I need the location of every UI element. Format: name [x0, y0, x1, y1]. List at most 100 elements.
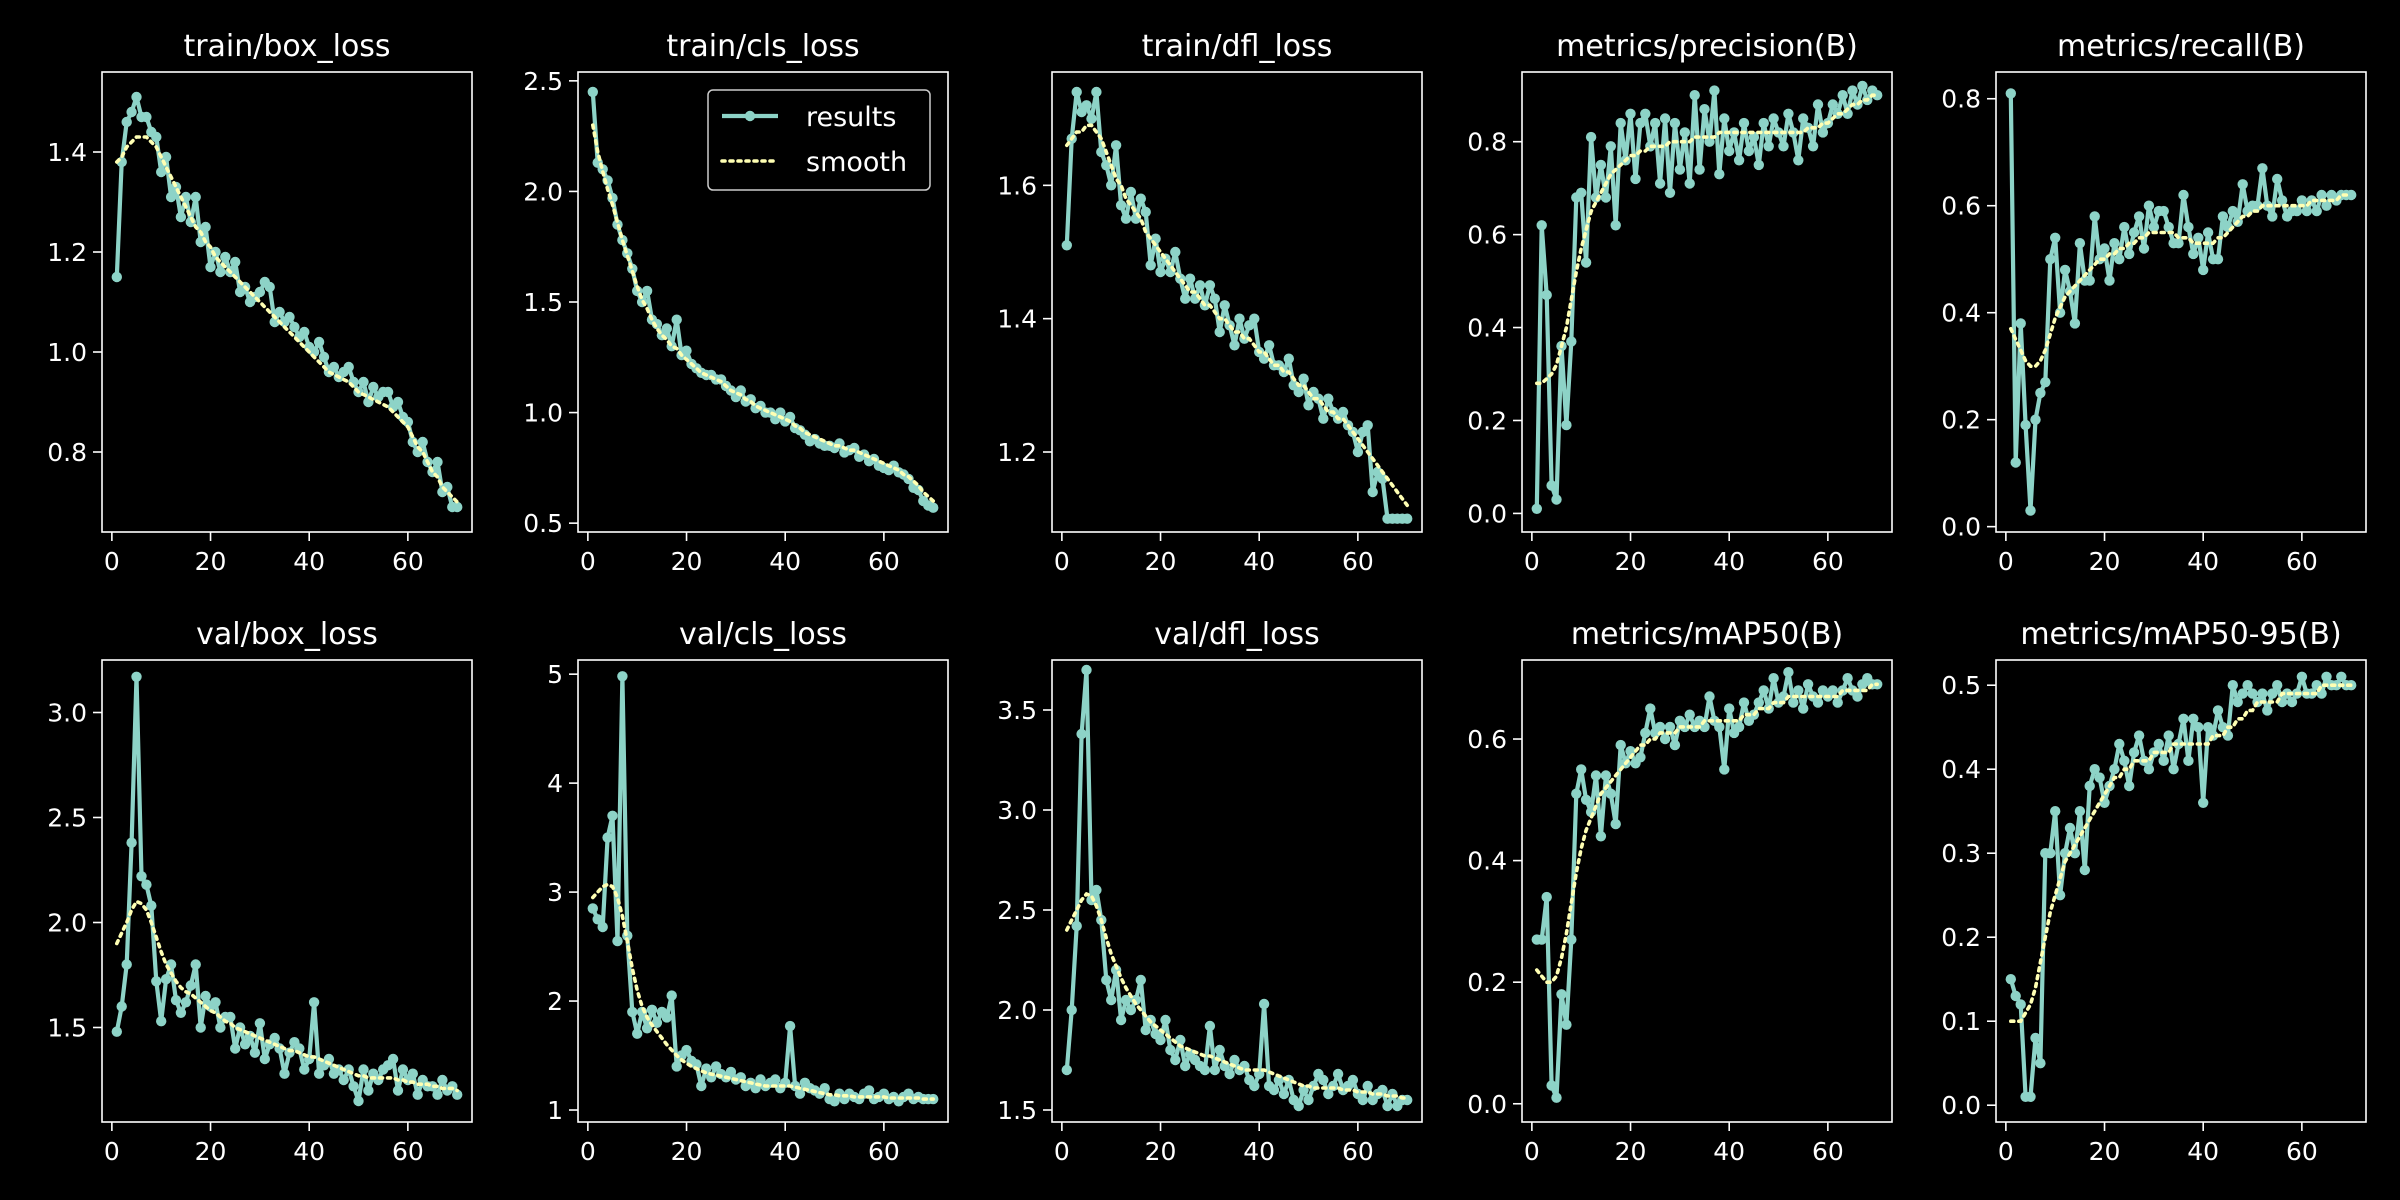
results-point	[156, 1016, 167, 1027]
y-tick-label: 1.0	[47, 338, 87, 367]
x-tick-label: 40	[2187, 1137, 2219, 1166]
results-point	[2143, 200, 2155, 211]
results-point	[1674, 164, 1686, 175]
results-point	[1283, 353, 1295, 364]
results-point	[2316, 189, 2327, 201]
results-point	[230, 1043, 241, 1054]
results-point	[1180, 293, 1191, 304]
results-point	[1263, 340, 1275, 351]
x-tick-label: 40	[1243, 1137, 1275, 1166]
results-point	[2267, 688, 2278, 699]
results-point	[2237, 179, 2248, 190]
panel-title: val/cls_loss	[679, 617, 847, 652]
results-point	[2104, 275, 2115, 286]
smooth-line	[1535, 682, 1879, 985]
results-point	[1278, 1088, 1290, 1100]
results-point	[1812, 99, 1824, 110]
results-point	[1684, 709, 1695, 720]
results-point	[131, 671, 142, 682]
x-tick-label: 20	[195, 1137, 227, 1166]
results-point	[1798, 703, 1809, 714]
results-point	[2084, 780, 2095, 792]
results-point	[259, 1053, 270, 1065]
results-point	[1669, 117, 1681, 129]
results-point	[1645, 703, 1656, 714]
y-tick-label: 2	[547, 987, 563, 1016]
results-point	[1600, 192, 1612, 203]
x-tick-label: 40	[769, 1137, 801, 1166]
results-point	[1125, 186, 1137, 198]
y-tick-label: 1.5	[523, 288, 563, 317]
results-point	[1783, 667, 1794, 678]
results-point	[1561, 1019, 1572, 1030]
axes-frame	[1995, 71, 2367, 533]
x-tick-label: 20	[195, 547, 227, 576]
results-point	[681, 1044, 692, 1056]
smooth-line	[1535, 93, 1879, 386]
x-tick-label: 60	[1812, 1137, 1844, 1166]
results-point	[2124, 780, 2135, 792]
results-point	[1699, 104, 1710, 115]
results-point	[1115, 200, 1127, 211]
axes-frame	[1521, 659, 1893, 1123]
results-point	[1347, 1074, 1359, 1086]
results-point	[2183, 755, 2194, 766]
y-tick-label: 2.0	[523, 177, 563, 206]
results-point	[432, 1089, 443, 1100]
results-point	[671, 314, 682, 325]
results-point	[1120, 213, 1132, 224]
results-point	[1199, 1064, 1211, 1076]
results-point	[328, 361, 340, 373]
results-point	[1654, 178, 1666, 189]
results-point	[2163, 730, 2174, 741]
results-point	[710, 1061, 722, 1072]
results-point	[1303, 400, 1314, 411]
results-point	[2099, 243, 2110, 254]
results-point	[666, 990, 677, 1001]
results-point	[1561, 419, 1572, 431]
plot-area	[2005, 88, 2357, 516]
results-point	[1802, 679, 1814, 690]
y-tick-label: 0.6	[1941, 192, 1981, 221]
results-point	[1842, 673, 1853, 684]
results-point	[2025, 505, 2036, 516]
results-point	[597, 921, 608, 933]
results-point	[1679, 127, 1691, 138]
results-line	[114, 674, 460, 1104]
y-tick-label: 0.0	[1941, 513, 1981, 542]
results-point	[353, 1095, 364, 1107]
results-point	[1817, 127, 1829, 138]
x-tick-label: 60	[1342, 547, 1374, 576]
results-point	[437, 1074, 448, 1086]
results-point	[392, 396, 404, 408]
results-point	[1170, 246, 1181, 258]
results-point	[1229, 340, 1240, 351]
results-point	[1224, 1068, 1235, 1080]
results-point	[1595, 159, 1607, 171]
results-point	[2089, 764, 2100, 775]
results-point	[1847, 85, 1858, 96]
results-point	[1536, 934, 1547, 945]
results-point	[928, 502, 939, 513]
results-point	[1303, 1094, 1314, 1106]
results-point	[1650, 117, 1661, 129]
panel-5: metrics/recall(B) 0 20 40 60 0.0 0.2 0.4 0.6 0.8	[1941, 29, 2367, 576]
results-point	[1180, 1060, 1191, 1072]
panel-2: train/cls_loss 0 20 40 60 0.5 1.0 1.5 2.0 2.5 resu…	[523, 29, 949, 576]
panel-1: train/box_loss 0 20 40 60 0.8 1.0 1.2 1.4	[47, 29, 473, 576]
results-point	[819, 1083, 830, 1094]
results-point	[1076, 728, 1087, 740]
results-point	[2217, 211, 2229, 222]
results-point	[1758, 117, 1769, 129]
y-tick-label: 2.0	[47, 909, 87, 938]
results-point	[313, 336, 325, 348]
results-point	[1837, 90, 1848, 101]
results-point	[220, 251, 231, 263]
results-point	[2321, 671, 2332, 682]
x-tick-label: 60	[392, 1137, 424, 1166]
panel-title: train/dfl_loss	[1142, 29, 1333, 64]
results-point	[2163, 221, 2174, 233]
results-point	[387, 1053, 399, 1065]
results-point	[651, 1017, 663, 1028]
results-point	[1738, 117, 1750, 129]
